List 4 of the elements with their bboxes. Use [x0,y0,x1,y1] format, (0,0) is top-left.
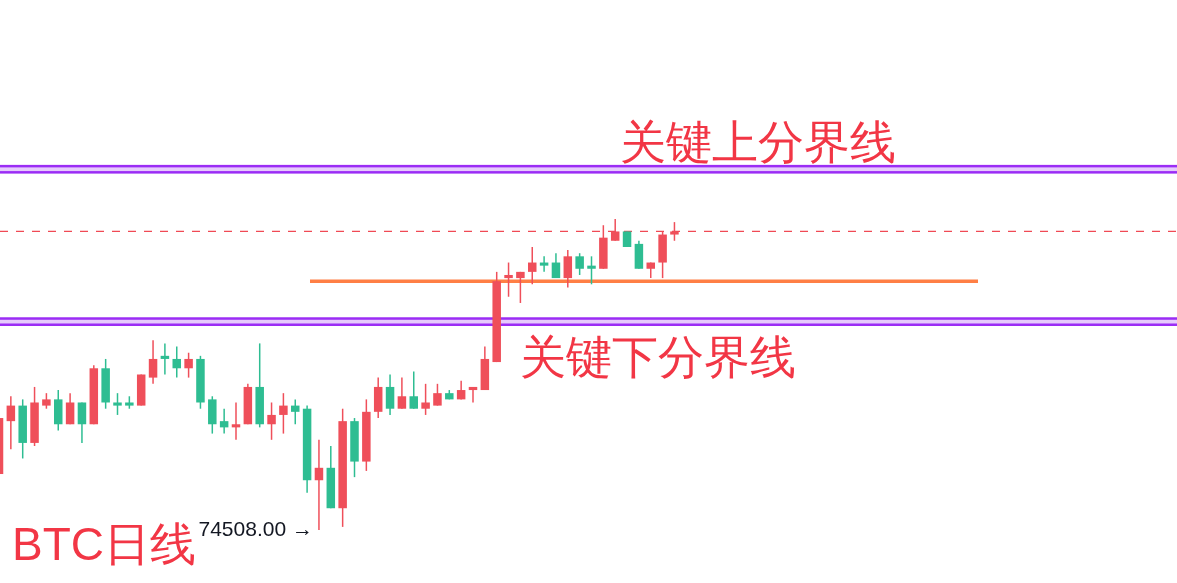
band-label: 关键上分界线 [620,116,896,169]
annotation: BTC日线 [12,518,196,570]
annotation: 74508.00 → [198,517,313,540]
band-label: 关键下分界线 [520,330,796,383]
